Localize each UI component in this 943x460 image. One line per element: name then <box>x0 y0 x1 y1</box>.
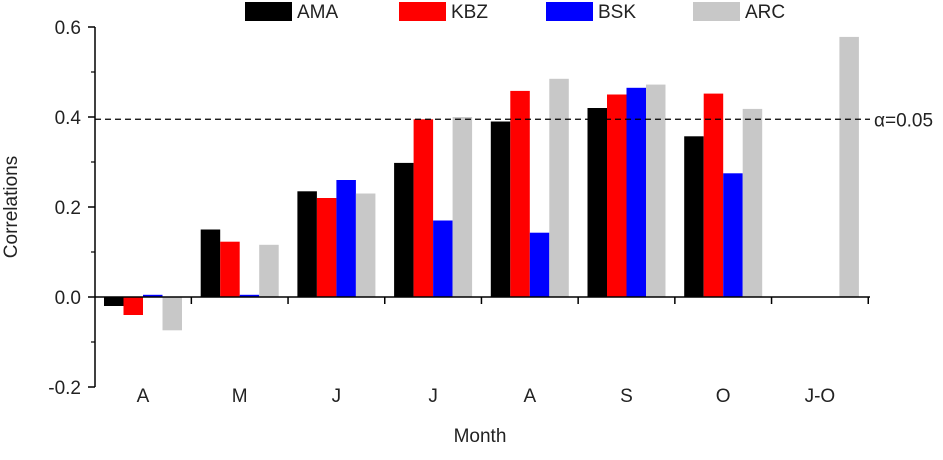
y-tick-label: 0.4 <box>55 108 82 129</box>
bar-ama-4 <box>490 121 511 297</box>
bar-bsk-4 <box>529 232 550 297</box>
bar-kbz-3 <box>413 119 434 298</box>
legend-label-bsk: BSK <box>598 2 636 23</box>
bar-ama-6 <box>684 136 704 297</box>
bar-arc-5 <box>646 84 666 297</box>
x-tick-label: J-O <box>805 386 836 407</box>
bar-arc-3 <box>452 117 473 297</box>
x-tick-label: S <box>620 386 633 407</box>
bar-ama-1 <box>200 229 221 297</box>
x-tick-label: O <box>716 386 731 407</box>
bar-bsk-1 <box>239 294 260 298</box>
y-ticks: -0.2 0.0 0.2 0.4 0.6 <box>48 18 95 399</box>
bar-arc-7 <box>839 36 859 298</box>
alpha-label: α=0.05 <box>874 110 933 131</box>
bar-kbz-6 <box>703 93 724 297</box>
bar-kbz-1 <box>220 241 240 297</box>
bar-kbz-2 <box>316 198 337 297</box>
legend-label-ama: AMA <box>297 2 339 23</box>
bars <box>104 36 859 331</box>
legend-label-kbz: KBZ <box>451 2 488 23</box>
bar-arc-6 <box>742 108 763 298</box>
significance-line: α=0.05 <box>95 110 933 131</box>
bar-arc-0 <box>162 297 182 331</box>
y-axis-title: Correlations <box>1 156 22 258</box>
bar-arc-4 <box>549 78 569 298</box>
bar-kbz-5 <box>607 94 627 297</box>
bar-bsk-5 <box>626 87 646 298</box>
bar-ama-0 <box>104 297 124 306</box>
y-tick-label: 0.6 <box>55 18 81 39</box>
bar-arc-2 <box>355 193 376 297</box>
x-ticks: A M J J A S O J-O <box>137 297 869 407</box>
x-tick-label: M <box>232 386 248 407</box>
y-tick-label: -0.2 <box>48 378 81 399</box>
x-tick-label: A <box>137 386 150 407</box>
bar-ama-3 <box>394 162 414 297</box>
x-axis-title: Month <box>454 426 507 447</box>
bar-ama-5 <box>587 108 607 297</box>
bar-ama-2 <box>297 191 317 298</box>
legend-swatch-arc <box>693 2 740 21</box>
x-tick-label: J <box>428 386 438 407</box>
x-tick-label: A <box>523 386 536 407</box>
y-tick-label: 0.0 <box>55 288 81 309</box>
bar-kbz-4 <box>510 90 530 298</box>
legend-swatch-ama <box>245 2 292 21</box>
legend-swatch-kbz <box>399 2 446 21</box>
bar-bsk-6 <box>723 173 743 298</box>
y-tick-label: 0.2 <box>55 198 81 219</box>
bar-kbz-0 <box>123 297 143 315</box>
bar-bsk-0 <box>143 294 163 298</box>
bar-arc-1 <box>259 244 279 297</box>
x-tick-label: J <box>332 386 342 407</box>
legend-label-arc: ARC <box>745 2 785 23</box>
legend-swatch-bsk <box>546 2 593 21</box>
legend: AMA KBZ BSK ARC <box>245 2 785 23</box>
bar-bsk-3 <box>433 220 453 297</box>
bar-bsk-2 <box>336 180 356 297</box>
